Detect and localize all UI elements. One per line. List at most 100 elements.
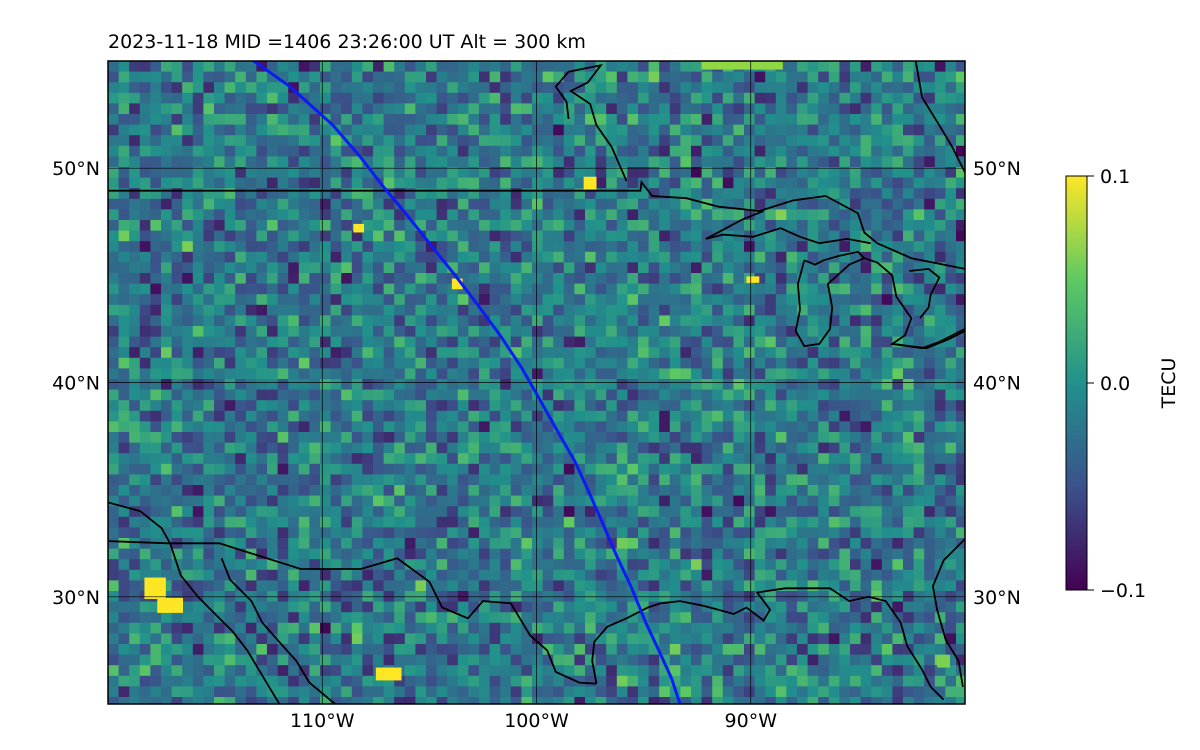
tec-cell <box>383 198 395 210</box>
tec-cell <box>224 103 236 115</box>
tec-cell <box>320 665 331 677</box>
tec-cell <box>500 167 512 178</box>
tec-cell <box>733 527 745 539</box>
tec-cell <box>860 336 872 348</box>
tec-cell <box>510 601 522 613</box>
tec-cell <box>627 294 639 306</box>
tec-cell <box>553 82 565 94</box>
tec-cell <box>775 601 787 613</box>
tec-cell <box>712 347 724 359</box>
tec-cell <box>521 357 533 369</box>
tec-cell <box>680 410 692 422</box>
tec-cell <box>786 357 798 369</box>
tec-cell <box>648 251 660 263</box>
tec-cell <box>648 644 660 655</box>
tec-cell <box>797 357 808 369</box>
tec-cell <box>616 495 628 507</box>
tec-cell <box>881 251 893 263</box>
tec-cell <box>129 389 141 401</box>
tec-cell <box>373 114 384 125</box>
tec-cell <box>680 71 692 83</box>
tec-cell <box>404 644 416 655</box>
tec-cell <box>797 71 808 83</box>
tec-cell <box>945 198 957 210</box>
tec-cell <box>298 644 310 655</box>
tec-cell <box>638 495 649 507</box>
tec-cell <box>585 167 596 178</box>
tec-cell <box>224 294 236 306</box>
tec-cell <box>733 612 745 624</box>
tec-cell <box>214 230 225 242</box>
tec-cell <box>553 654 565 666</box>
tec-cell <box>945 516 957 528</box>
tec-cell <box>118 135 130 147</box>
tec-cell <box>277 474 289 486</box>
tec-cell <box>489 538 501 549</box>
coastline <box>892 330 965 350</box>
tec-cell <box>532 379 543 390</box>
tec-cell <box>659 442 671 454</box>
tec-cell <box>934 527 946 539</box>
tec-cell <box>510 61 522 72</box>
tec-cell <box>298 548 310 560</box>
tec-cell <box>691 198 702 210</box>
tec-cell <box>839 559 851 571</box>
tec-cell <box>309 442 321 454</box>
tec-cell <box>892 230 904 242</box>
tec-cell <box>733 188 745 200</box>
tec-cell <box>298 230 310 242</box>
tec-cell <box>521 188 533 200</box>
tec-cell <box>362 432 374 443</box>
tec-cell <box>797 580 808 592</box>
tec-cell <box>775 474 787 486</box>
tec-cell <box>267 167 278 178</box>
tec-cell <box>341 580 353 592</box>
tec-cell <box>786 686 798 698</box>
tec-cell <box>733 665 745 677</box>
tec-cell <box>595 347 607 359</box>
tec-cell <box>585 82 596 94</box>
tec-cell <box>860 495 872 507</box>
tec-cell <box>129 135 141 147</box>
tec-cell <box>744 124 755 136</box>
tec-cell <box>373 145 384 157</box>
tec-cell <box>139 262 151 274</box>
map-frame <box>107 60 966 705</box>
tec-cell <box>330 506 342 518</box>
tec-cell <box>161 548 172 560</box>
tec-cell <box>320 538 331 549</box>
tec-cell <box>860 410 872 422</box>
tec-cell <box>818 220 830 231</box>
tec-cell <box>235 432 247 443</box>
tec-cell <box>277 92 289 104</box>
tec-cell <box>828 410 840 422</box>
tec-cell <box>585 209 596 221</box>
tec-cell <box>691 389 702 401</box>
tec-cell <box>616 220 628 231</box>
tec-cell <box>606 601 618 613</box>
tec-cell <box>500 188 512 200</box>
tec-cell <box>638 410 649 422</box>
tec-cell <box>828 315 840 327</box>
tec-cell <box>118 326 130 337</box>
tec-cell <box>701 400 713 412</box>
tec-cell <box>457 71 469 83</box>
tec-cell <box>341 167 353 178</box>
tec-cell <box>786 675 798 687</box>
tec-cell <box>203 548 215 560</box>
tec-cell <box>797 548 808 560</box>
tec-cell <box>447 262 459 274</box>
tec-cell <box>574 644 586 655</box>
tec-cell <box>765 644 777 655</box>
tec-cell <box>457 516 469 528</box>
tec-cell <box>404 612 416 624</box>
tec-cell <box>563 230 575 242</box>
tec-cell <box>267 336 278 348</box>
tec-cell <box>330 686 342 698</box>
tec-cell <box>214 389 225 401</box>
tec-cell <box>500 432 512 443</box>
tec-cell <box>807 124 819 136</box>
tec-cell <box>320 463 331 475</box>
tec-cell <box>532 675 543 687</box>
tec-cell <box>648 273 660 284</box>
